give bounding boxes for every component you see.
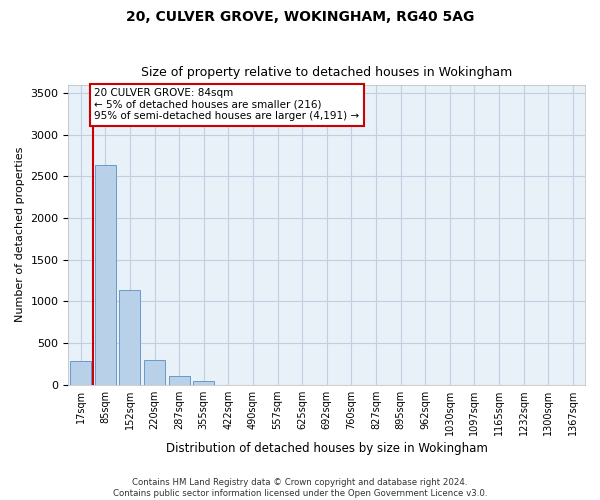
Title: Size of property relative to detached houses in Wokingham: Size of property relative to detached ho… (141, 66, 512, 80)
Text: 20 CULVER GROVE: 84sqm
← 5% of detached houses are smaller (216)
95% of semi-det: 20 CULVER GROVE: 84sqm ← 5% of detached … (94, 88, 359, 122)
Text: Contains HM Land Registry data © Crown copyright and database right 2024.
Contai: Contains HM Land Registry data © Crown c… (113, 478, 487, 498)
Bar (169, 376, 190, 384)
Bar (144, 360, 165, 384)
X-axis label: Distribution of detached houses by size in Wokingham: Distribution of detached houses by size … (166, 442, 488, 455)
Bar (119, 290, 140, 384)
Bar (70, 361, 91, 384)
Bar (193, 380, 214, 384)
Y-axis label: Number of detached properties: Number of detached properties (15, 147, 25, 322)
Text: 20, CULVER GROVE, WOKINGHAM, RG40 5AG: 20, CULVER GROVE, WOKINGHAM, RG40 5AG (126, 10, 474, 24)
Bar (95, 165, 116, 384)
